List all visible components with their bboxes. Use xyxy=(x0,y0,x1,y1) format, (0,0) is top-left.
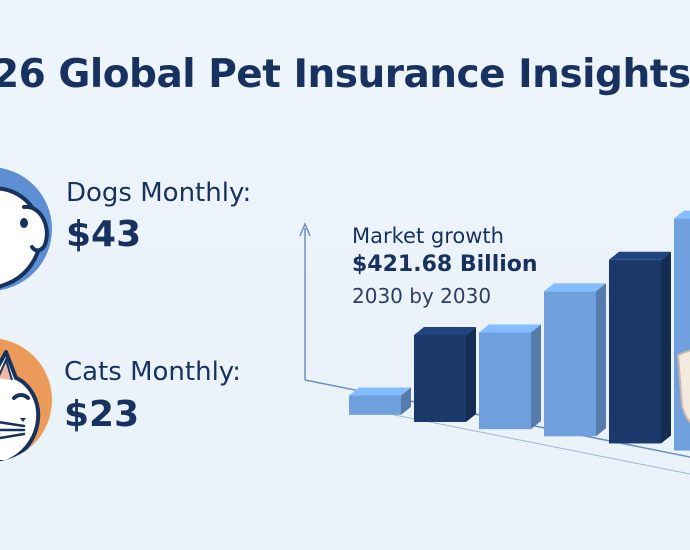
bar-side xyxy=(466,326,476,422)
bar-front xyxy=(349,395,401,415)
dog-avatar xyxy=(0,167,52,291)
bar-1 xyxy=(349,387,411,415)
bar-top xyxy=(349,387,411,396)
bar-5 xyxy=(609,251,671,444)
bar-front xyxy=(609,259,661,444)
bar-front xyxy=(414,334,466,422)
chart-annotation-value: $421.68 Billion xyxy=(352,252,538,277)
bar-3 xyxy=(479,324,541,430)
bar-top xyxy=(414,326,476,335)
page-title: 26 Global Pet Insurance Insights xyxy=(0,52,690,97)
bar-side xyxy=(661,251,671,444)
bar-front xyxy=(479,332,531,430)
dogs-label: Dogs Monthly: xyxy=(66,178,252,208)
chart-title: Market growth xyxy=(352,224,504,248)
x-axis-floor xyxy=(349,405,690,475)
bar-front xyxy=(544,291,596,437)
bar-2 xyxy=(414,326,476,422)
bar-side xyxy=(596,283,606,437)
bar-top xyxy=(609,251,671,260)
cats-label: Cats Monthly: xyxy=(64,357,242,387)
y-axis-arrow xyxy=(299,222,311,237)
dogs-value: $43 xyxy=(66,214,142,255)
cats-value: $23 xyxy=(64,394,140,435)
market-growth-chart xyxy=(290,170,690,510)
bar-top xyxy=(479,324,541,333)
chart-canvas xyxy=(299,210,690,475)
cat-icon xyxy=(0,350,41,462)
bar-side xyxy=(401,387,411,415)
dog-icon xyxy=(0,186,49,289)
bar-side xyxy=(531,324,541,430)
shield-icon xyxy=(676,349,690,424)
cat-avatar xyxy=(0,338,52,462)
chart-annotation-sub: 2030 by 2030 xyxy=(352,284,492,308)
bar-top xyxy=(674,210,690,219)
bar-4 xyxy=(544,283,606,437)
bar-top xyxy=(544,283,606,292)
chart-bars xyxy=(349,210,690,451)
